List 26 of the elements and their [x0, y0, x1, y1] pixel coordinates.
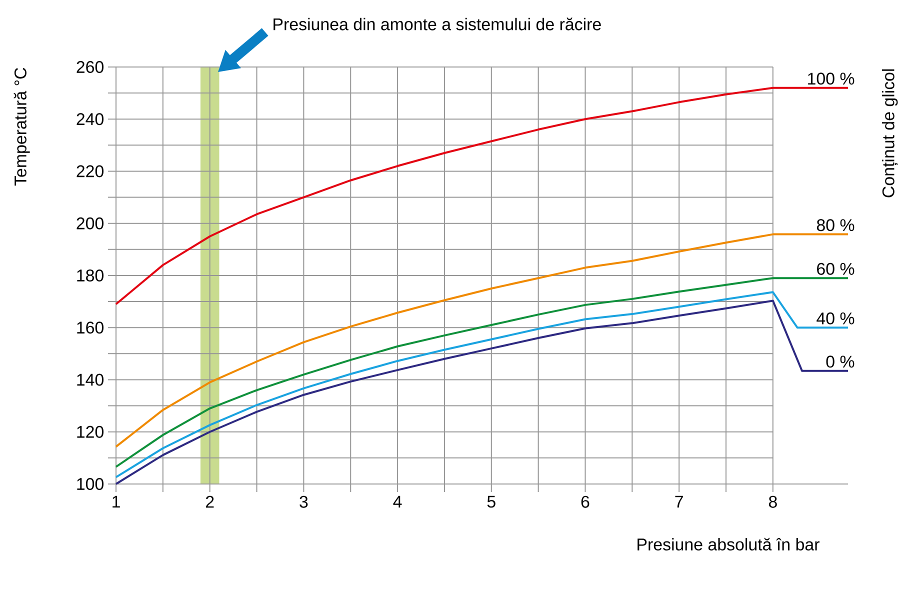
y-axis-title: Temperatură °C: [14, 68, 30, 186]
series-label: 100 %: [808, 72, 854, 85]
y-tick-label: 160: [77, 322, 104, 334]
text: Presiunea din amonte a sistemului de răcire: [274, 18, 601, 30]
legend-title: Conținut de glicol: [882, 69, 898, 198]
x-tick-label: 1: [112, 496, 120, 508]
y-tick-label: 120: [77, 426, 104, 438]
x-tick-label: 8: [768, 496, 777, 508]
x-tick-label: 7: [675, 496, 683, 508]
x-tick-label: 4: [393, 496, 402, 508]
series-label: 80 %: [816, 219, 854, 232]
series-label: 40 %: [816, 312, 854, 324]
x-tick-label: 6: [581, 496, 590, 508]
y-tick-label: 200: [76, 217, 104, 230]
y-tick-label: 240: [76, 113, 104, 126]
x-tick-label: 5: [487, 496, 496, 508]
x-tick-label: 3: [300, 496, 308, 508]
series-label: 60 %: [817, 262, 854, 275]
y-tick-label: 100: [77, 478, 104, 490]
series-label: 0 %: [826, 356, 854, 368]
x-axis-title: Presiune absolută în bar: [638, 538, 820, 550]
y-tick-label: 180: [77, 269, 104, 282]
y-tick-label: 220: [76, 165, 104, 178]
x-tick-label: 2: [206, 496, 214, 508]
y-tick-label: 140: [77, 374, 104, 386]
y-tick-label: 260: [76, 60, 104, 73]
